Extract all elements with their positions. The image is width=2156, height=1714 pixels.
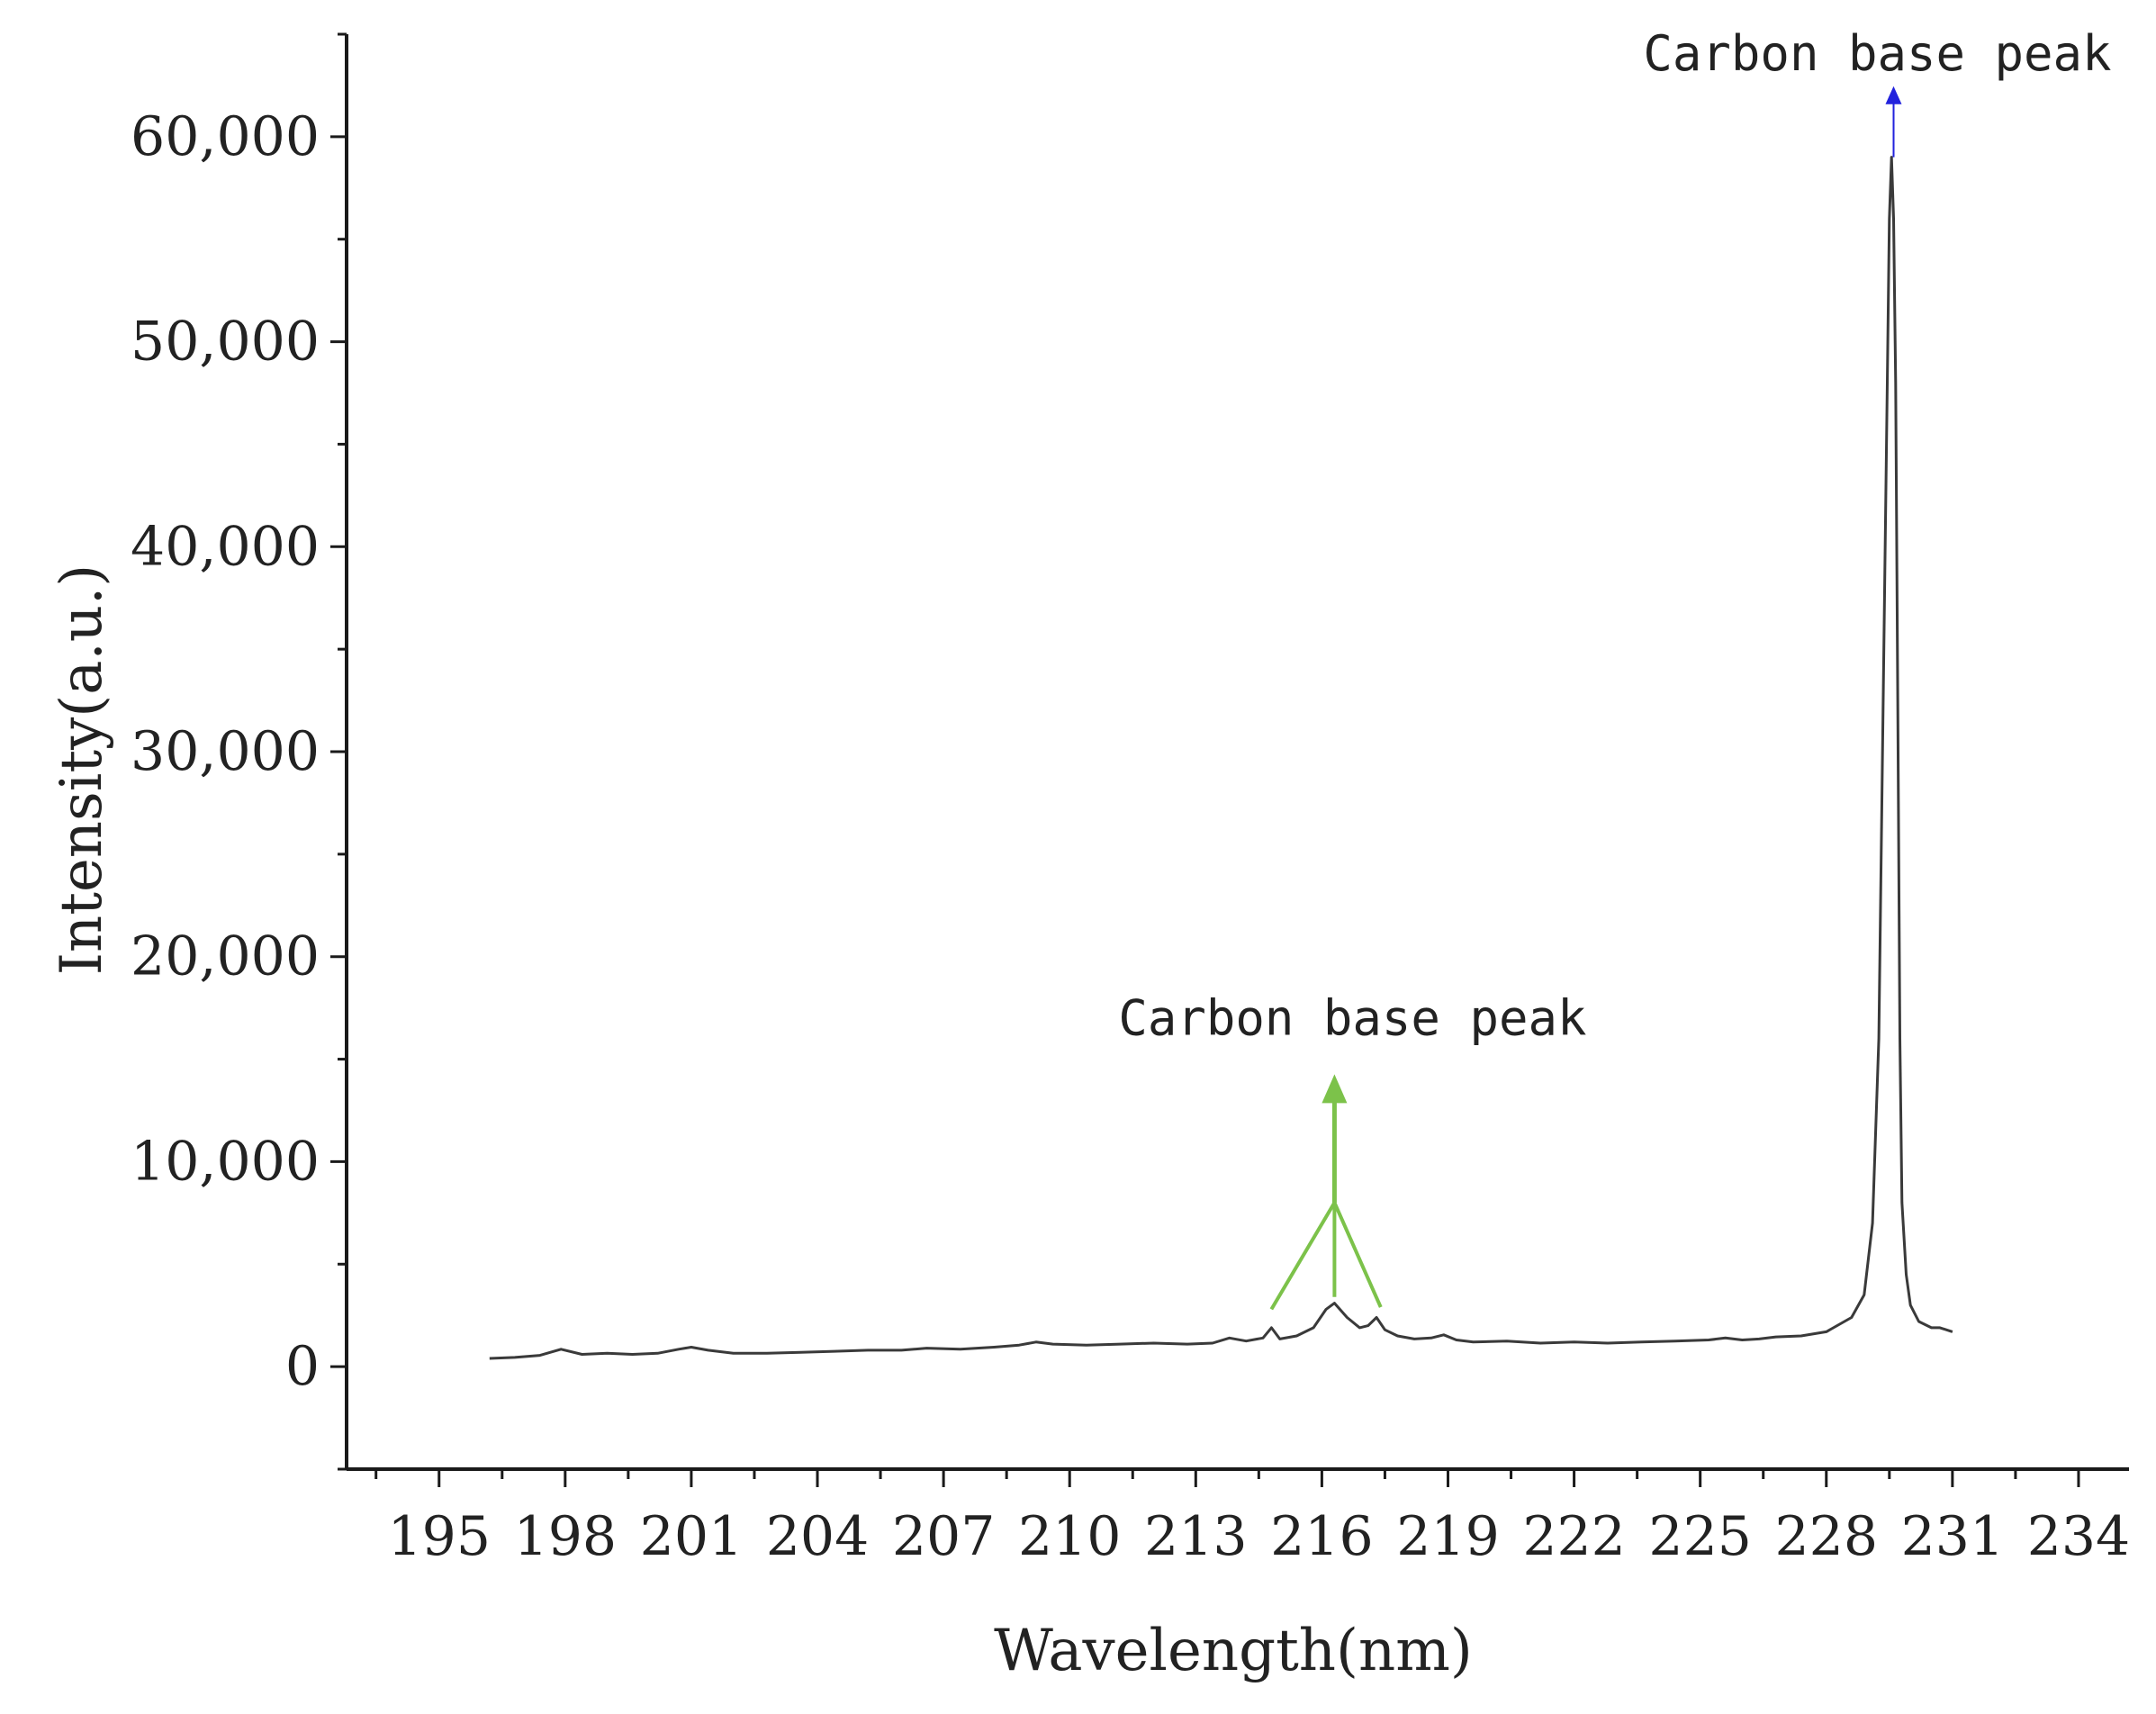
annotation-branch-line: [1269, 1201, 1337, 1311]
annotation-arrow-head: [1322, 1074, 1348, 1104]
y-tick-label: 50,000: [131, 311, 320, 374]
x-tick-label: 207: [892, 1505, 996, 1568]
x-tick-label: 213: [1144, 1505, 1248, 1568]
x-tick-label: 231: [1901, 1505, 2005, 1568]
x-tick-label: 228: [1775, 1505, 1879, 1568]
y-tick-label: 30,000: [131, 720, 320, 783]
y-tick-label: 0: [285, 1335, 320, 1398]
x-tick-label: 204: [766, 1505, 870, 1568]
x-tick-label: 234: [2027, 1505, 2131, 1568]
x-tick-label: 198: [514, 1505, 618, 1568]
annotation-branch-line: [1332, 1202, 1383, 1308]
x-tick-label: 210: [1018, 1505, 1122, 1568]
x-tick-label: 195: [387, 1505, 491, 1568]
x-tick-label: 225: [1648, 1505, 1752, 1568]
annotation-label-blue: Carbon base peak: [1643, 25, 2111, 82]
y-tick-label: 20,000: [131, 925, 320, 988]
y-tick-label: 40,000: [131, 515, 320, 578]
spectrum-series-line: [489, 156, 1953, 1360]
annotation-label-green: Carbon base peak: [1118, 989, 1586, 1046]
x-tick-label: 219: [1396, 1505, 1500, 1568]
annotation-arrow-head: [1885, 86, 1902, 104]
x-axis-title: Wavelength(nm): [994, 1618, 1473, 1684]
y-tick-label: 60,000: [131, 105, 320, 168]
y-axis-title: Intensity(a.u.): [49, 564, 115, 976]
x-tick-label: 216: [1270, 1505, 1374, 1568]
y-tick-label: 10,000: [131, 1130, 320, 1193]
x-tick-label: 222: [1522, 1505, 1626, 1568]
x-tick-label: 201: [640, 1505, 744, 1568]
